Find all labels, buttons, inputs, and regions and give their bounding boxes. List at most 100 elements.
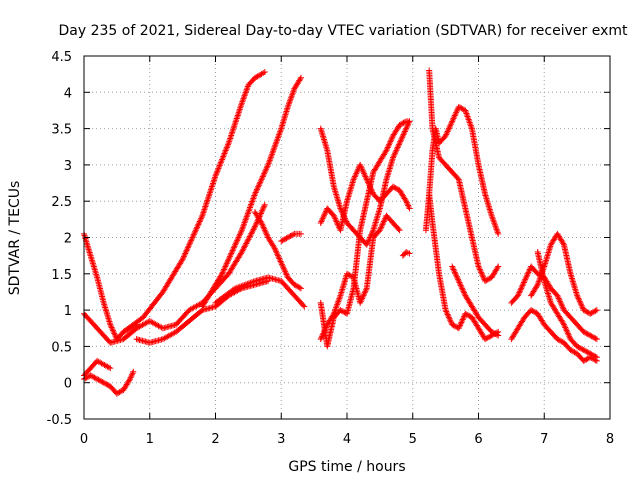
data-point <box>278 238 285 245</box>
y-tick-label: 1.5 <box>51 268 72 283</box>
data-point-fill <box>82 370 136 396</box>
data-point <box>406 118 413 125</box>
x-axis-label: GPS time / hours <box>288 459 405 475</box>
data-point-fill <box>121 70 267 334</box>
data-point <box>587 350 594 357</box>
series-track-h <box>212 274 308 310</box>
x-tick-label: 1 <box>146 432 154 447</box>
data-point <box>278 259 285 266</box>
y-tick-label: -0.5 <box>47 413 72 428</box>
data-point-fill <box>317 118 411 348</box>
data-point-fill <box>509 264 599 342</box>
chart-title: Day 235 of 2021, Sidereal Day-to-day VTE… <box>59 23 629 39</box>
y-tick-label: 1 <box>64 304 72 319</box>
data-point <box>455 325 462 332</box>
series-track-k <box>317 118 413 350</box>
y-tick-label: 4 <box>64 86 72 101</box>
x-tick-label: 6 <box>474 432 482 447</box>
data-point-fill <box>200 76 304 309</box>
y-tick-labels: -0.5 0 0.5 1 1.5 2 2.5 3 3.5 4 4.5 <box>47 50 72 428</box>
data-point <box>587 332 594 339</box>
series-track-t <box>508 307 600 364</box>
data-point <box>363 176 370 183</box>
data-point-fill <box>528 232 599 317</box>
series-track-d <box>81 357 114 379</box>
data-point <box>593 307 600 314</box>
data-point-fill <box>82 358 112 378</box>
data-point <box>449 263 456 270</box>
data-point-fill <box>279 230 303 244</box>
x-tick-label: 5 <box>409 432 417 447</box>
data-point <box>482 278 489 285</box>
grid-lines <box>84 56 610 419</box>
series-track-e <box>133 278 272 346</box>
series-track-r <box>426 190 502 343</box>
series-track-o <box>399 249 413 259</box>
axis-ticks <box>83 55 611 420</box>
data-point <box>317 336 324 343</box>
data-point <box>100 379 107 386</box>
y-tick-label: 3.5 <box>51 123 72 138</box>
y-axis-label: SDTVAR / TECUs <box>7 181 23 296</box>
data-point-fill <box>426 69 501 284</box>
series-track-u <box>508 263 600 343</box>
data-series-markers <box>81 67 600 397</box>
y-tick-label: 3 <box>64 159 72 174</box>
y-tick-label: 4.5 <box>51 50 72 65</box>
data-point <box>455 103 462 110</box>
data-point-fill <box>318 119 412 247</box>
data-point-fill <box>400 249 411 258</box>
data-point <box>593 354 600 361</box>
series-track-m <box>317 118 413 248</box>
x-tick-label: 4 <box>343 432 351 447</box>
data-point-fill <box>449 264 500 338</box>
data-point <box>396 140 403 147</box>
data-point-fill <box>426 192 500 342</box>
series-track-j <box>278 230 304 245</box>
series-track-w <box>534 249 600 361</box>
series-track-f <box>120 68 268 335</box>
data-point <box>130 368 137 375</box>
series-track-q <box>426 67 502 285</box>
data-point <box>261 201 268 208</box>
series-track-p <box>422 103 502 237</box>
x-tick-label: 8 <box>606 432 614 447</box>
data-point <box>284 234 291 241</box>
x-tick-label: 3 <box>277 432 285 447</box>
data-point <box>297 285 304 292</box>
data-point-fill <box>535 250 599 360</box>
series-track-i <box>251 209 304 292</box>
x-tick-label: 2 <box>211 432 219 447</box>
data-point <box>94 376 101 383</box>
x-tick-label: 0 <box>80 432 88 447</box>
x-tick-label: 7 <box>540 432 548 447</box>
data-point <box>580 307 587 314</box>
series-track-s <box>449 263 502 339</box>
data-point-fill <box>509 307 599 364</box>
y-tick-label: 2 <box>64 232 72 247</box>
data-point-fill <box>318 213 402 341</box>
data-point <box>462 310 469 317</box>
data-point <box>357 161 364 168</box>
data-point <box>403 125 410 132</box>
data-point-fill <box>82 203 268 346</box>
data-point <box>593 336 600 343</box>
data-point <box>406 205 413 212</box>
data-point-fill <box>252 210 303 291</box>
x-tick-labels: 0 1 2 3 4 5 6 7 8 <box>80 432 614 447</box>
series-track-n <box>317 212 403 343</box>
data-point <box>87 372 94 379</box>
data-point <box>449 118 456 125</box>
y-tick-label: 0 <box>64 377 72 392</box>
data-point <box>587 310 594 317</box>
data-point <box>317 219 324 226</box>
y-tick-label: 0.5 <box>51 340 72 355</box>
series-track-g <box>199 74 304 310</box>
data-point <box>521 278 528 285</box>
data-point <box>495 332 502 339</box>
series-track-c <box>81 368 137 397</box>
data-point <box>449 321 456 328</box>
data-point-fill <box>135 278 270 346</box>
y-tick-label: 2.5 <box>51 195 72 210</box>
